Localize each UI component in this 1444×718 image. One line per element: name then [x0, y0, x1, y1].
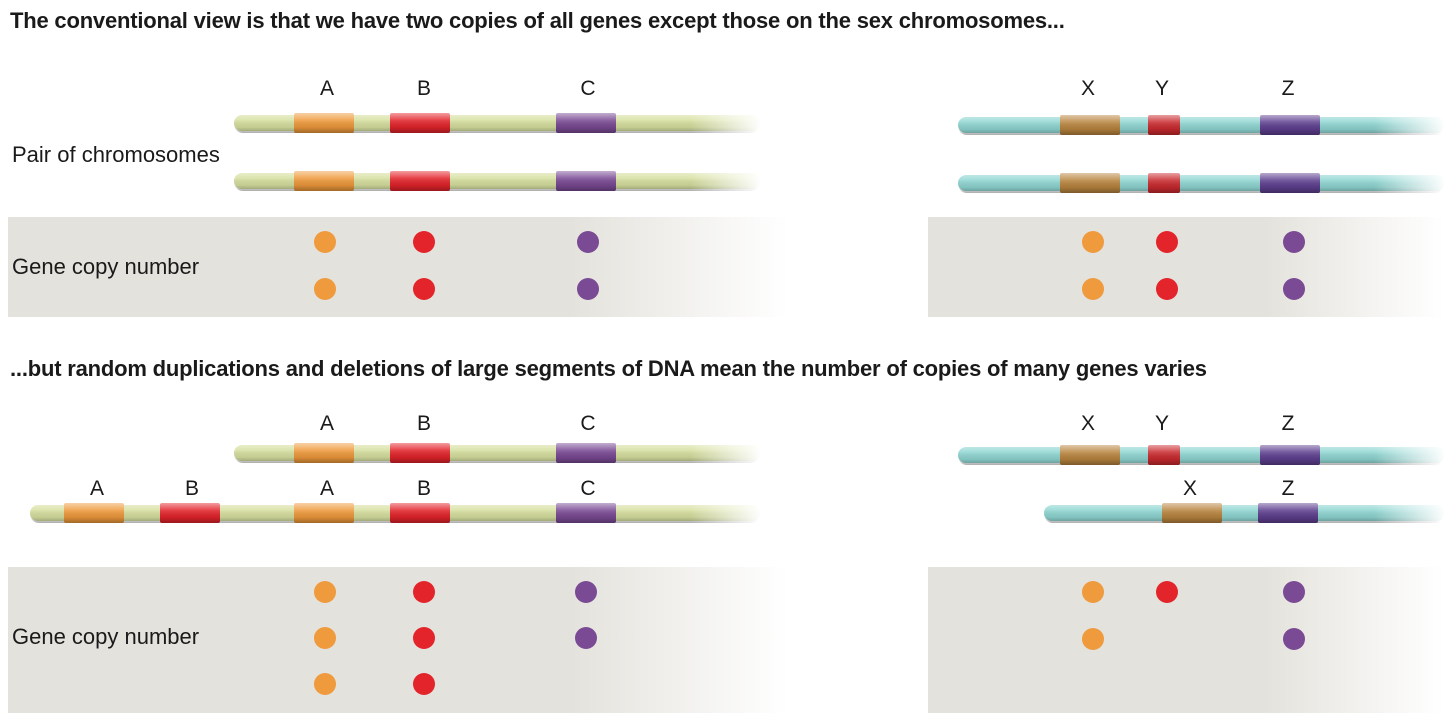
top-right-dot-y-1 — [1156, 231, 1178, 253]
label-pair-of-chromosomes: Pair of chromosomes — [12, 142, 220, 167]
chromosome-fade — [690, 111, 762, 135]
chromosome-shading — [234, 171, 760, 191]
bottom-left-1-gene-label-c-2: C — [580, 412, 595, 435]
bottom-left-dot-c-2 — [575, 627, 597, 649]
bottom-right-dot-z-2 — [1283, 628, 1305, 650]
bottom-right-dot-x-1 — [1082, 581, 1104, 603]
top-right-dot-z-2 — [1283, 278, 1305, 300]
chromosome-fade — [690, 169, 762, 193]
bottom-right-2-gene-label-x-0: X — [1183, 477, 1197, 500]
chromosome-fade — [1374, 501, 1444, 525]
top-right-gene-label-y-1: Y — [1155, 77, 1169, 100]
chromosome-shading — [958, 115, 1444, 135]
bottom-left-dot-c-1 — [575, 581, 597, 603]
top-left-dot-a-1 — [314, 231, 336, 253]
copy-panel-top-left — [8, 217, 788, 317]
top-right-gene-label-z-2: Z — [1282, 77, 1295, 100]
bottom-left-1-gene-label-b-1: B — [417, 412, 431, 435]
bottom-left-2-gene-label-a-2: A — [320, 477, 334, 500]
chromosome-fade — [690, 501, 762, 525]
bottom-right-dot-z-1 — [1283, 581, 1305, 603]
chromosome-top-right-1 — [958, 113, 1444, 137]
top-left-dot-b-1 — [413, 231, 435, 253]
label-gene-copy-number-top: Gene copy number — [12, 254, 200, 279]
bottom-right-dot-x-2 — [1082, 628, 1104, 650]
chromosome-shading — [958, 445, 1444, 465]
top-right-gene-label-x-0: X — [1081, 77, 1095, 100]
bottom-left-dot-a-3 — [314, 673, 336, 695]
heading-conventional-view: The conventional view is that we have tw… — [10, 8, 1065, 33]
chromosome-bottom-left-2-duplicated — [30, 501, 762, 525]
chromosome-fade — [1374, 443, 1444, 467]
bottom-left-2-gene-label-c-4: C — [580, 477, 595, 500]
top-left-gene-label-b-1: B — [417, 77, 431, 100]
top-left-dot-a-2 — [314, 278, 336, 300]
bottom-left-dot-b-3 — [413, 673, 435, 695]
gene-labels-layer: A B C X Y Z A B C A B A B C X Y Z X Z — [90, 77, 1295, 500]
bottom-right-2-gene-label-z-1: Z — [1282, 477, 1295, 500]
bottom-left-2-gene-label-a-0: A — [90, 477, 104, 500]
chromosomes-layer — [30, 111, 1444, 525]
chromosome-shading — [234, 443, 760, 463]
top-right-dot-x-1 — [1082, 231, 1104, 253]
bottom-left-dot-a-2 — [314, 627, 336, 649]
copy-number-panels — [8, 217, 1444, 713]
chromosome-fade — [690, 441, 762, 465]
top-right-dot-x-2 — [1082, 278, 1104, 300]
top-left-dot-c-1 — [577, 231, 599, 253]
top-left-dot-b-2 — [413, 278, 435, 300]
chromosome-fade — [1374, 171, 1444, 195]
copy-panel-bottom-right — [928, 567, 1444, 713]
top-left-gene-label-a-0: A — [320, 77, 334, 100]
bottom-left-2-gene-label-b-3: B — [417, 477, 431, 500]
copy-panel-top-right — [928, 217, 1444, 317]
chromosome-shading — [234, 113, 760, 133]
bottom-left-dot-b-1 — [413, 581, 435, 603]
chromosome-top-left-2 — [234, 169, 762, 193]
bottom-right-dot-y-1 — [1156, 581, 1178, 603]
chromosome-top-left-1 — [234, 111, 762, 135]
chromosome-bottom-right-2-deleted — [1044, 501, 1444, 525]
bottom-right-1-gene-label-z-2: Z — [1282, 412, 1295, 435]
chromosome-fade — [1374, 113, 1444, 137]
label-gene-copy-number-bottom: Gene copy number — [12, 624, 200, 649]
bottom-left-1-gene-label-a-0: A — [320, 412, 334, 435]
chromosome-top-right-2 — [958, 171, 1444, 195]
top-right-dot-z-1 — [1283, 231, 1305, 253]
bottom-right-1-gene-label-x-0: X — [1081, 412, 1095, 435]
bottom-left-dot-b-2 — [413, 627, 435, 649]
top-right-dot-y-2 — [1156, 278, 1178, 300]
bottom-right-1-gene-label-y-1: Y — [1155, 412, 1169, 435]
chromosome-shading — [958, 173, 1444, 193]
top-left-gene-label-c-2: C — [580, 77, 595, 100]
copy-panel-bottom-left — [8, 567, 788, 713]
chromosome-bottom-left-1 — [234, 441, 762, 465]
chromosome-shading — [1044, 503, 1444, 523]
chromosome-shading — [30, 503, 760, 523]
bottom-left-2-gene-label-b-1: B — [185, 477, 199, 500]
top-left-dot-c-2 — [577, 278, 599, 300]
heading-copy-number-variation: ...but random duplications and deletions… — [10, 356, 1207, 381]
bottom-left-dot-a-1 — [314, 581, 336, 603]
chromosome-bottom-right-1 — [958, 443, 1444, 467]
copy-number-dots — [314, 231, 1305, 695]
